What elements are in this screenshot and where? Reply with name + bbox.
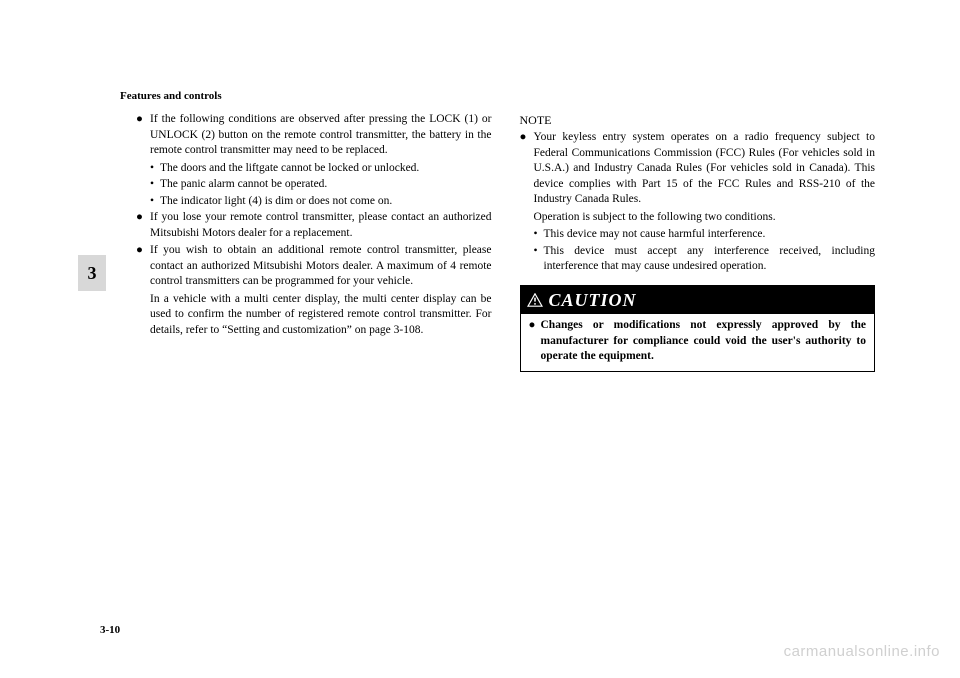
sub-marker: •: [150, 177, 160, 193]
bullet-marker: ●: [520, 130, 534, 208]
sub-text: This device must accept any interference…: [544, 244, 876, 275]
bullet-text: If you wish to obtain an additional remo…: [150, 243, 492, 290]
note-bullet: ● Your keyless entry system operates on …: [520, 130, 876, 208]
bullet-text: If you lose your remote control transmit…: [150, 210, 492, 241]
sub-marker: •: [150, 161, 160, 177]
caution-header: CAUTION: [521, 286, 875, 314]
sub-text: The indicator light (4) is dim or does n…: [160, 194, 492, 210]
caution-marker: ●: [529, 318, 541, 365]
sub-bullet: • The panic alarm cannot be operated.: [150, 177, 492, 193]
bullet-text: If the following conditions are observed…: [150, 112, 492, 159]
bullet-continuation-text: In a vehicle with a multi center display…: [150, 292, 492, 339]
caution-text: Changes or modifications not expressly a…: [541, 318, 867, 365]
caution-box: CAUTION ● Changes or modifications not e…: [520, 285, 876, 372]
note-line2-text: Operation is subject to the following tw…: [534, 210, 876, 226]
sub-text: The panic alarm cannot be operated.: [160, 177, 492, 193]
chapter-tab: 3: [78, 255, 106, 291]
sub-text: The doors and the liftgate cannot be loc…: [160, 161, 492, 177]
sub-text: This device may not cause harmful interf…: [544, 227, 876, 243]
bullet-continuation: In a vehicle with a multi center display…: [136, 292, 492, 339]
page-number: 3-10: [100, 624, 120, 636]
warning-icon: [527, 293, 543, 307]
bullet-marker: ●: [136, 210, 150, 241]
left-column: ● If the following conditions are observ…: [100, 112, 492, 372]
caution-bullet: ● Changes or modifications not expressly…: [529, 318, 867, 365]
note-sub: • This device must accept any interferen…: [534, 244, 876, 275]
bullet-item: ● If the following conditions are observ…: [136, 112, 492, 159]
watermark: carmanualsonline.info: [784, 643, 940, 660]
note-line2: Operation is subject to the following tw…: [520, 210, 876, 226]
sub-marker: •: [534, 227, 544, 243]
content-columns: ● If the following conditions are observ…: [100, 112, 875, 372]
bullet-item: ● If you wish to obtain an additional re…: [136, 243, 492, 290]
sub-bullet: • The indicator light (4) is dim or does…: [150, 194, 492, 210]
caution-title: CAUTION: [549, 288, 637, 312]
bullet-marker-empty: [520, 210, 534, 226]
page-container: Features and controls 3 ● If the followi…: [0, 0, 960, 678]
bullet-marker: ●: [136, 243, 150, 290]
sub-marker: •: [150, 194, 160, 210]
note-title: NOTE: [520, 112, 876, 128]
sub-marker: •: [534, 244, 544, 275]
note-sub: • This device may not cause harmful inte…: [534, 227, 876, 243]
caution-body: ● Changes or modifications not expressly…: [521, 314, 875, 371]
bullet-marker: ●: [136, 112, 150, 159]
bullet-text-main: If you wish to obtain an additional remo…: [150, 244, 492, 287]
right-column: NOTE ● Your keyless entry system operate…: [520, 112, 876, 372]
bullet-item: ● If you lose your remote control transm…: [136, 210, 492, 241]
bullet-marker-empty: [136, 292, 150, 339]
note-text: Your keyless entry system operates on a …: [534, 130, 876, 208]
sub-bullet: • The doors and the liftgate cannot be l…: [150, 161, 492, 177]
section-header: Features and controls: [120, 90, 875, 102]
